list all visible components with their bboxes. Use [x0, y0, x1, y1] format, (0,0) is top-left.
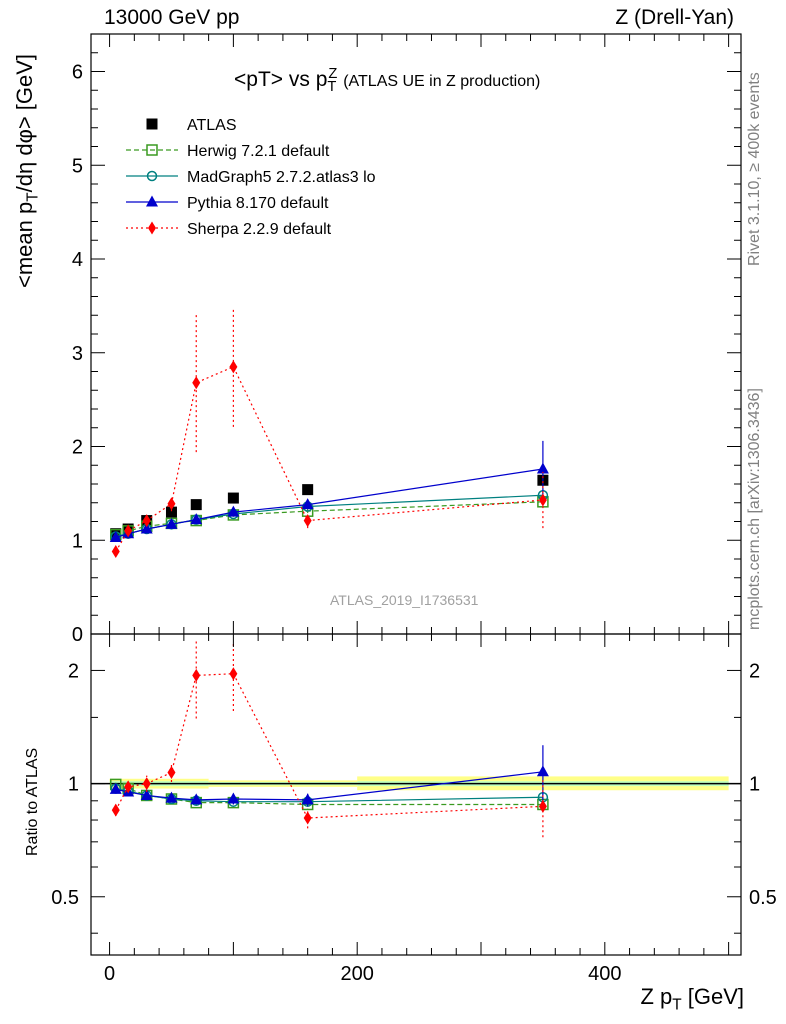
legend-label: Pythia 8.170 default: [187, 195, 329, 212]
main-data-point: [190, 513, 203, 525]
ratio-data-point: [192, 668, 201, 682]
main-data-point: [165, 517, 178, 529]
ratio-y-tick-label-right: 2: [749, 660, 760, 682]
ratio-data-point: [142, 777, 151, 791]
main-y-tick-label: 4: [72, 249, 83, 271]
main-y-tick-label: 0: [72, 624, 83, 646]
main-y-tick-label: 3: [72, 343, 83, 365]
main-data-point: [302, 484, 314, 496]
mcplots-label: mcplots.cern.ch [arXiv:1306.3436]: [746, 388, 763, 630]
ratio-y-tick-label: 0.5: [51, 887, 79, 909]
main-data-point: [167, 497, 176, 511]
legend-label: Sherpa 2.2.9 default: [187, 221, 332, 238]
main-series-line-3: [115, 468, 543, 539]
main-y-tick-label: 5: [72, 155, 83, 177]
main-data-point: [192, 376, 201, 390]
main-data-point: [111, 545, 120, 558]
main-data-point: [227, 505, 240, 517]
main-data-point: [227, 492, 239, 504]
main-y-tick-label: 6: [72, 62, 83, 84]
main-data-point: [190, 499, 202, 511]
ratio-y-axis-label: Ratio to ATLAS: [24, 747, 41, 856]
ratio-data-point: [190, 793, 203, 805]
plot-title-sup: Z: [328, 66, 338, 82]
ratio-plot-frame: [90, 633, 742, 956]
x-tick-label: 400: [588, 963, 621, 985]
main-data-point: [303, 514, 312, 528]
ratio-data-point: [227, 792, 240, 804]
ratio-data-point: [124, 780, 133, 794]
legend-marker: [146, 144, 158, 156]
legend-marker: [148, 221, 156, 235]
ratio-data-point: [109, 782, 122, 794]
plot-title-main: <pT> vs p: [234, 68, 328, 91]
ratio-data-point: [111, 803, 120, 817]
main-y-tick-label: 1: [72, 530, 83, 552]
ratio-series-line-1: [115, 787, 543, 803]
ratio-data-point: [536, 765, 549, 777]
ratio-data-point: [303, 811, 312, 825]
main-data-point: [165, 506, 177, 518]
main-y-tick-label: 2: [72, 437, 83, 459]
x-axis-label: Z pT [GeV]: [640, 984, 744, 1014]
rivet-label: Rivet 3.1.10, ≥ 400k events: [746, 72, 763, 266]
x-tick-label: 0: [104, 963, 115, 985]
main-data-point: [142, 514, 151, 528]
legend-label: Herwig 7.2.1 default: [187, 143, 330, 160]
ratio-data-point: [140, 788, 153, 800]
main-series-line-4: [115, 366, 543, 552]
ratio-data-point: [301, 793, 314, 805]
ratio-y-tick-label-right: 0.5: [749, 887, 777, 909]
main-data-point: [109, 530, 122, 542]
plot-title: <pT> vs pTZ (ATLAS UE in Z production): [234, 66, 540, 95]
legend-marker: [146, 118, 158, 130]
legend-label: ATLAS: [187, 117, 237, 134]
y-axis-label: <mean pT/dη dφ> [GeV]: [12, 53, 42, 288]
ratio-data-point: [538, 799, 547, 813]
main-data-point: [124, 524, 133, 538]
main-data-point: [140, 522, 153, 534]
ratio-series-line-0: [115, 783, 543, 806]
ratio-data-point: [167, 766, 176, 780]
plot-title-sub: T: [327, 79, 337, 96]
main-data-point: [538, 493, 547, 507]
main-data-point: [536, 462, 549, 474]
plot-title-suffix: (ATLAS UE in Z production): [343, 73, 541, 90]
x-tick-label: 200: [341, 963, 374, 985]
header-left: 13000 GeV pp: [104, 6, 240, 29]
ratio-y-tick-label: 2: [68, 660, 79, 682]
legend-label: MadGraph5 2.7.2.atlas3 lo: [187, 169, 376, 186]
main-data-point: [229, 360, 238, 374]
header-right: Z (Drell-Yan): [615, 6, 734, 29]
ratio-series-line-3: [115, 673, 543, 819]
analysis-id: ATLAS_2019_I1736531: [330, 592, 479, 608]
legend-marker: [146, 170, 158, 182]
legend-marker: [146, 195, 158, 207]
main-data-point: [301, 498, 314, 510]
ratio-y-tick-label-right: 1: [749, 774, 760, 796]
ratio-data-point: [229, 667, 238, 681]
ratio-data-point: [165, 791, 178, 803]
ratio-y-tick-label: 1: [68, 774, 79, 796]
